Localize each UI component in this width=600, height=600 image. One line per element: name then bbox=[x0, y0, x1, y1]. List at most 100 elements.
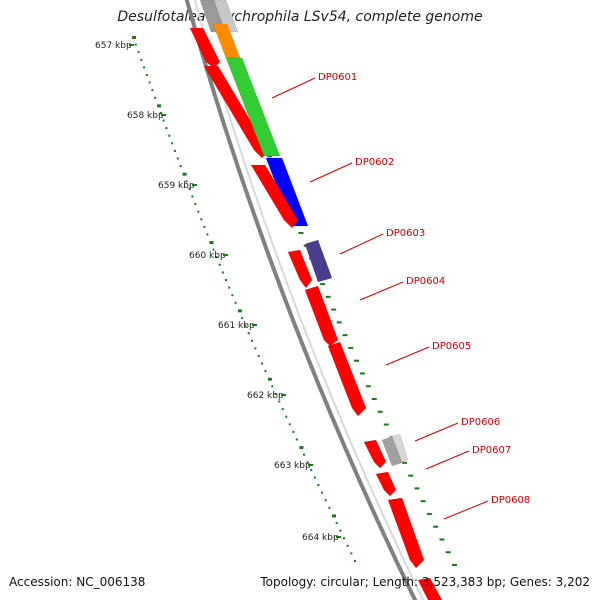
feature-grey-dp0606[interactable] bbox=[381, 435, 405, 467]
scale-tick bbox=[264, 370, 267, 373]
gene-label[interactable]: DP0608 bbox=[491, 495, 530, 506]
scale-tick bbox=[331, 514, 336, 518]
kbp-label: 657 kbp bbox=[95, 41, 132, 51]
scale-tick bbox=[209, 241, 214, 245]
scale-tick bbox=[176, 157, 179, 160]
feature-tick bbox=[452, 564, 457, 566]
kbp-label: 659 kbp bbox=[158, 181, 195, 191]
feature-green-dp0601[interactable] bbox=[225, 57, 281, 157]
gene-leader-line bbox=[339, 233, 384, 255]
feature-tick bbox=[408, 474, 414, 477]
scale-tick bbox=[218, 263, 221, 266]
cds-bottom[interactable] bbox=[417, 577, 443, 600]
cds-dp0603[interactable] bbox=[287, 249, 313, 289]
accession-text: Accession: NC_006138 bbox=[9, 575, 146, 589]
scale-major-tick bbox=[281, 394, 286, 396]
gene-label[interactable]: DP0601 bbox=[318, 72, 357, 83]
gene-leader-line bbox=[385, 346, 430, 366]
gene-leader-line bbox=[359, 281, 404, 301]
scale-tick bbox=[299, 446, 304, 450]
feature-tick bbox=[420, 500, 426, 503]
scale-tick bbox=[324, 499, 327, 502]
gene-label[interactable]: DP0604 bbox=[406, 276, 445, 287]
scale-major-tick bbox=[223, 254, 228, 256]
scale-tick bbox=[237, 309, 242, 313]
feature-tick bbox=[267, 155, 273, 158]
scale-tick bbox=[215, 256, 218, 259]
scale-major-tick bbox=[129, 44, 134, 46]
cds-dp0606[interactable] bbox=[363, 439, 387, 469]
gene-label[interactable]: DP0602 bbox=[355, 157, 394, 168]
gene-label[interactable]: DP0605 bbox=[432, 341, 471, 352]
scale-tick bbox=[225, 279, 228, 282]
kbp-label: 658 kbp bbox=[127, 111, 164, 121]
scale-tick bbox=[271, 385, 274, 388]
cds-dp0604[interactable] bbox=[304, 285, 339, 347]
scale-tick bbox=[212, 248, 215, 251]
cds-upper[interactable] bbox=[189, 27, 221, 69]
scale-tick bbox=[179, 165, 182, 168]
scale-tick bbox=[261, 362, 264, 365]
feature-grey-dp0606-light[interactable] bbox=[391, 433, 409, 463]
scale-major-tick bbox=[336, 536, 341, 538]
scale-tick bbox=[132, 36, 136, 39]
scale-tick bbox=[321, 491, 324, 494]
scale-major-tick bbox=[192, 184, 197, 186]
cds-dp0608[interactable] bbox=[387, 497, 425, 569]
scale-tick bbox=[313, 476, 316, 479]
scale-major-tick bbox=[308, 464, 313, 466]
scale-tick bbox=[203, 225, 206, 228]
cds-dp0605[interactable] bbox=[327, 341, 367, 417]
feature-tick bbox=[336, 321, 342, 324]
scale-tick bbox=[182, 172, 187, 176]
gene-leader-line bbox=[443, 500, 489, 520]
scale-tick bbox=[295, 438, 298, 441]
feature-tick bbox=[359, 372, 365, 375]
scale-tick bbox=[274, 392, 277, 395]
feature-tick bbox=[383, 423, 389, 426]
scale-tick bbox=[148, 81, 151, 84]
scale-tick bbox=[335, 522, 338, 525]
kbp-label: 662 kbp bbox=[247, 391, 284, 401]
scale-tick bbox=[292, 430, 295, 433]
scale-tick bbox=[303, 453, 306, 456]
scale-tick bbox=[134, 43, 137, 46]
cds-dp0607[interactable] bbox=[375, 471, 397, 497]
gene-leader-line bbox=[309, 162, 353, 183]
feature-purple-dp0603[interactable] bbox=[304, 239, 333, 283]
feature-tick bbox=[298, 232, 304, 234]
scale-tick bbox=[285, 415, 288, 418]
scale-tick bbox=[143, 66, 146, 69]
scale-tick bbox=[171, 142, 174, 145]
kbp-label: 660 kbp bbox=[189, 251, 226, 261]
gene-label[interactable]: DP0603 bbox=[386, 228, 425, 239]
scale-tick bbox=[251, 339, 254, 342]
scale-major-tick bbox=[161, 114, 166, 116]
kbp-label: 661 kbp bbox=[218, 321, 255, 331]
scale-tick bbox=[254, 347, 257, 350]
scale-tick bbox=[354, 560, 356, 562]
scale-tick bbox=[156, 104, 161, 108]
gene-label[interactable]: DP0607 bbox=[472, 445, 511, 456]
scale-tick bbox=[168, 134, 171, 137]
gene-label[interactable]: DP0606 bbox=[461, 417, 500, 428]
scale-tick bbox=[241, 316, 244, 319]
feature-grey-top-2[interactable] bbox=[213, 0, 239, 33]
scale-tick bbox=[154, 96, 157, 99]
scale-tick bbox=[328, 506, 331, 509]
scale-major-tick bbox=[252, 324, 257, 326]
feature-tick bbox=[320, 283, 326, 286]
genome-summary-text: Topology: circular; Length: 3,523,383 bp… bbox=[260, 575, 590, 589]
scale-tick bbox=[317, 484, 320, 487]
scale-tick bbox=[206, 233, 209, 236]
gene-leader-line bbox=[271, 77, 316, 99]
feature-tick bbox=[365, 385, 371, 388]
feature-tick bbox=[371, 398, 377, 400]
scale-tick bbox=[145, 73, 148, 76]
scale-tick bbox=[310, 468, 313, 471]
cds-dp0602[interactable] bbox=[250, 164, 299, 229]
gene-features[interactable] bbox=[189, 0, 443, 600]
gene-leader-line bbox=[425, 450, 470, 470]
scale-tick bbox=[188, 187, 191, 190]
